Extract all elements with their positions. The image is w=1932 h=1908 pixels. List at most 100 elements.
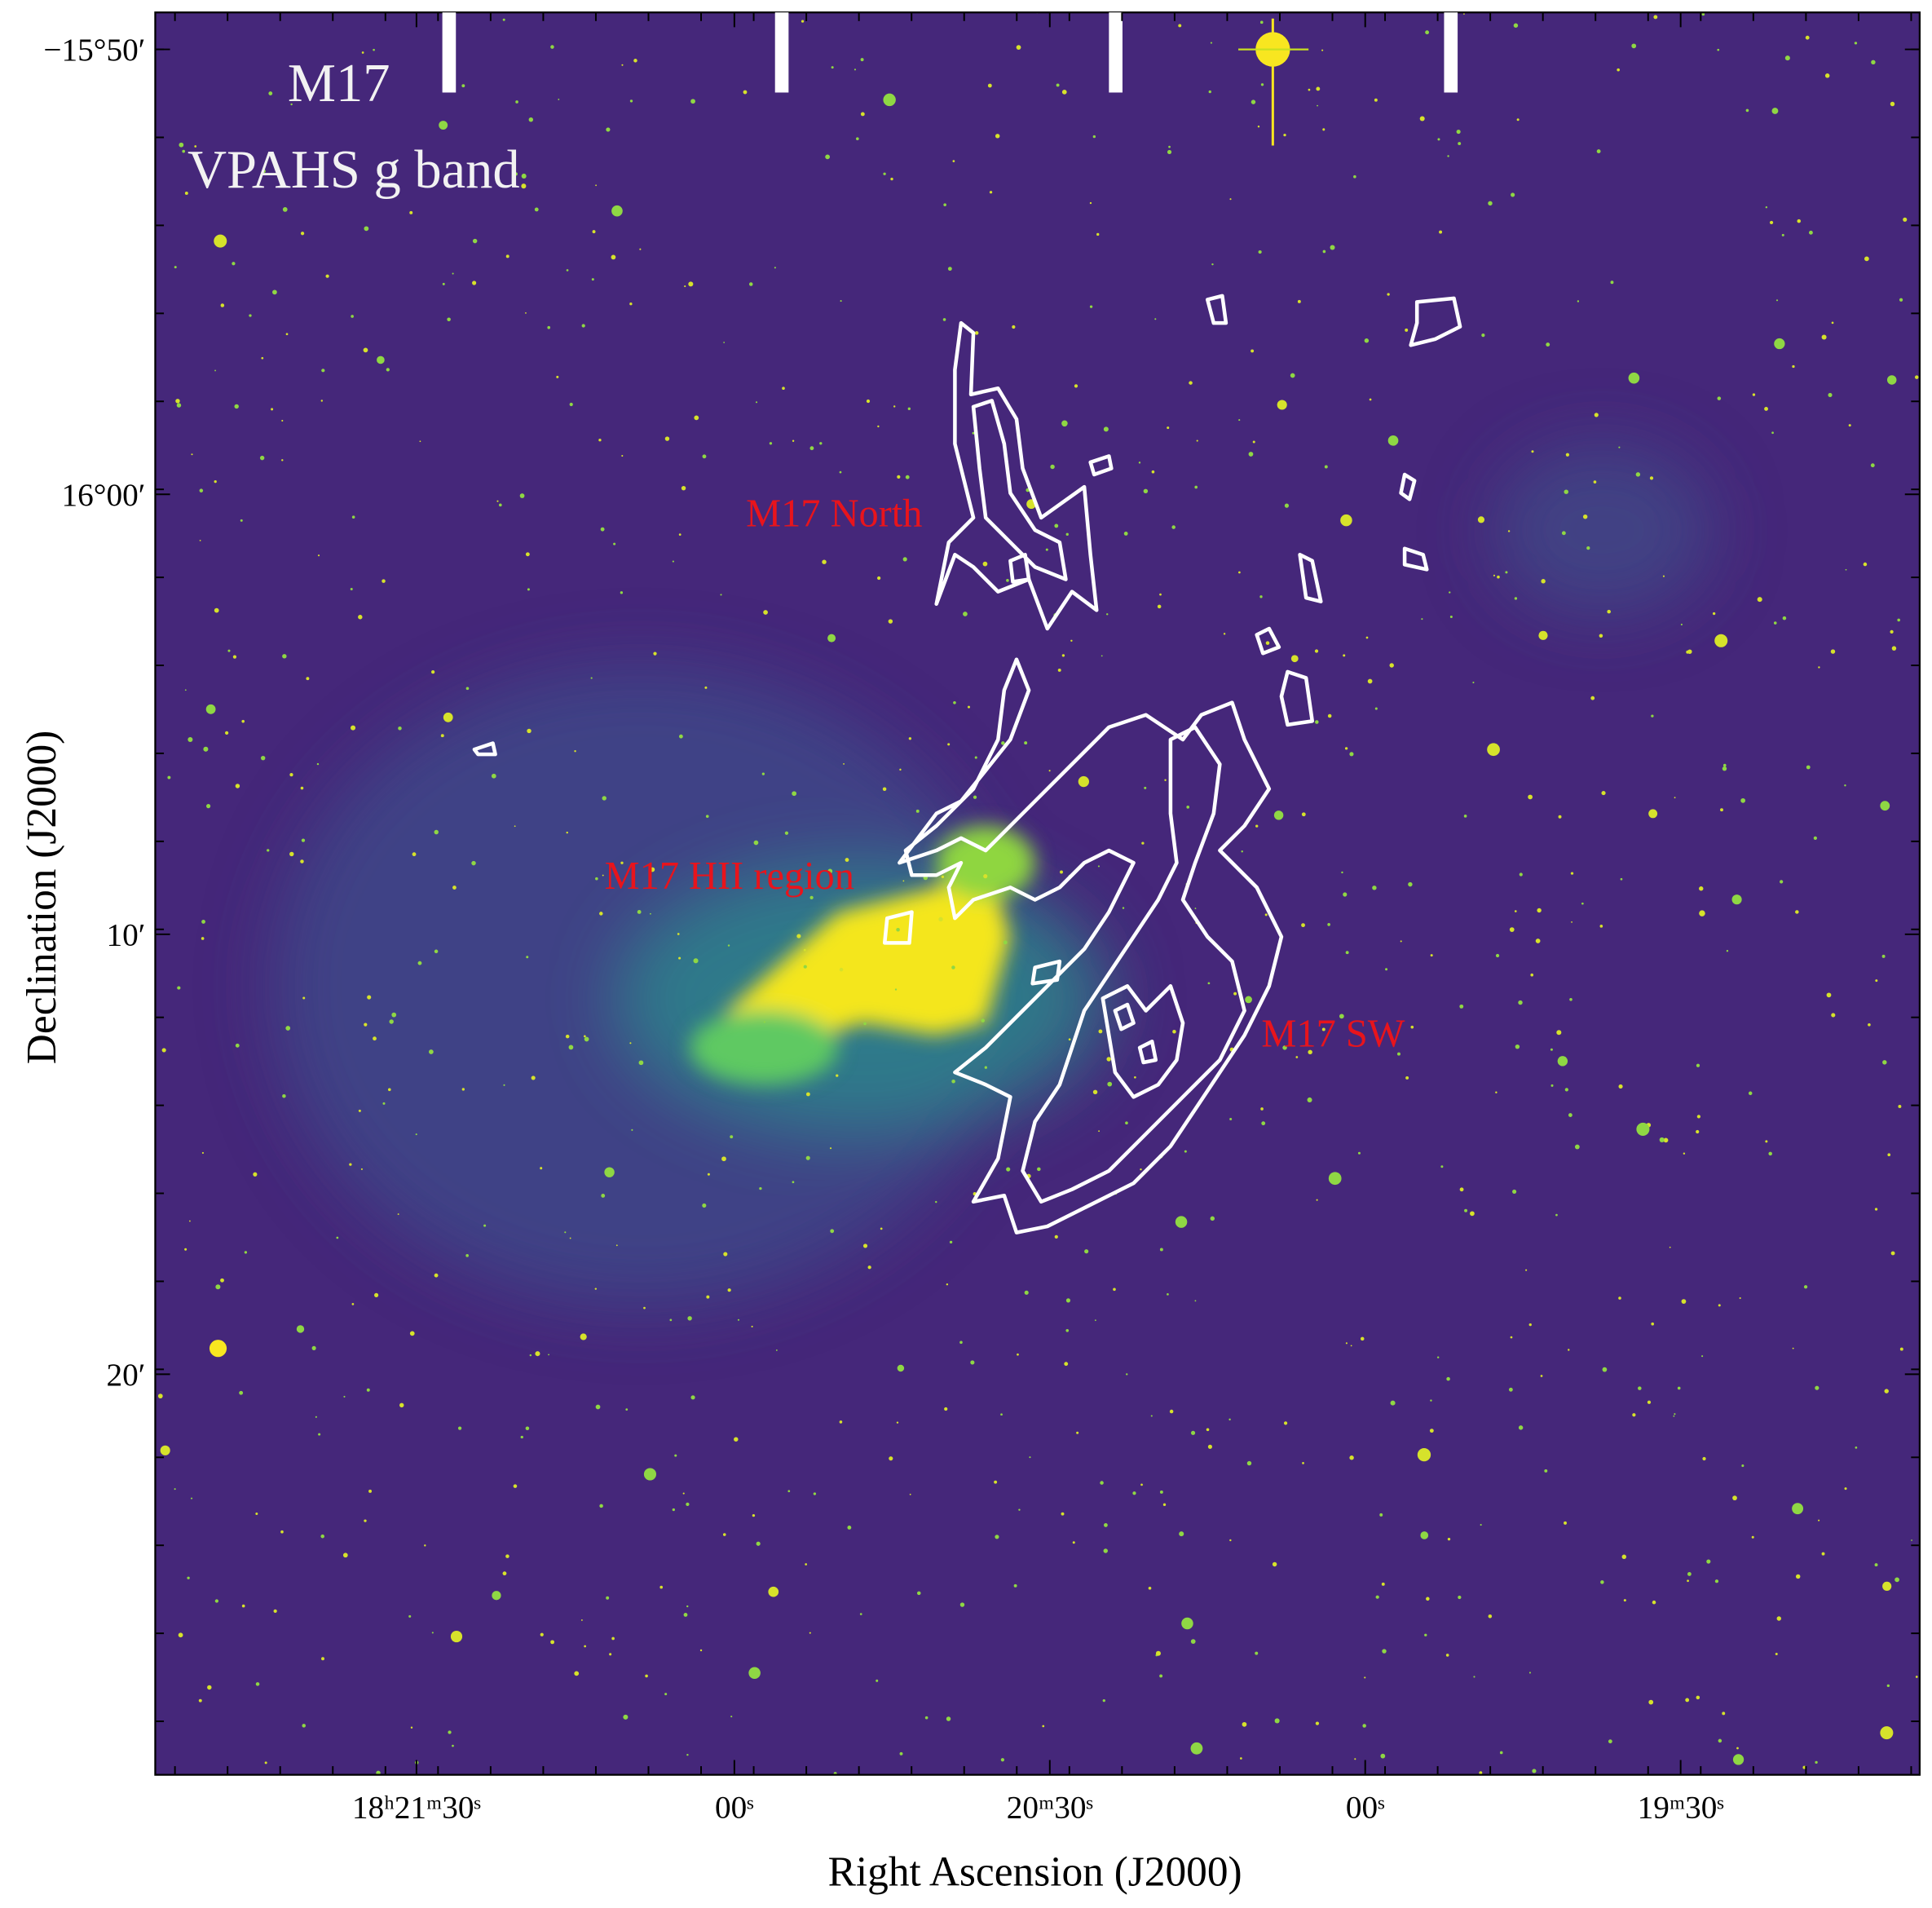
star bbox=[620, 861, 624, 864]
star bbox=[201, 919, 205, 924]
star bbox=[860, 112, 865, 117]
star bbox=[1636, 1122, 1650, 1136]
star bbox=[1000, 1758, 1005, 1762]
star bbox=[784, 831, 789, 835]
star bbox=[253, 1172, 258, 1177]
star bbox=[521, 183, 527, 189]
star bbox=[1143, 488, 1149, 494]
star bbox=[526, 956, 529, 959]
star bbox=[1297, 299, 1301, 303]
star bbox=[643, 1468, 657, 1481]
star bbox=[1528, 1323, 1532, 1327]
star bbox=[1528, 1672, 1532, 1674]
star bbox=[1564, 1088, 1568, 1092]
star bbox=[191, 453, 193, 456]
star bbox=[1874, 1208, 1878, 1211]
star bbox=[981, 1018, 985, 1022]
star bbox=[157, 1393, 163, 1399]
star bbox=[595, 184, 598, 187]
star bbox=[569, 1237, 571, 1239]
star bbox=[984, 1066, 987, 1069]
star bbox=[1322, 250, 1326, 254]
star bbox=[1732, 1754, 1745, 1765]
star bbox=[1882, 1060, 1887, 1065]
star bbox=[721, 1156, 726, 1162]
star bbox=[1308, 88, 1311, 91]
star bbox=[534, 207, 539, 212]
star bbox=[1106, 613, 1109, 616]
star bbox=[1481, 333, 1485, 338]
star bbox=[1101, 655, 1103, 657]
star bbox=[1722, 766, 1727, 771]
star bbox=[1446, 1376, 1450, 1381]
star bbox=[1057, 668, 1061, 672]
star bbox=[951, 1080, 955, 1084]
star bbox=[1345, 951, 1349, 955]
star bbox=[1327, 923, 1330, 926]
star bbox=[434, 949, 439, 954]
star bbox=[1154, 318, 1157, 320]
star bbox=[220, 1278, 224, 1283]
star bbox=[973, 795, 977, 799]
star bbox=[280, 1530, 284, 1534]
star bbox=[1638, 1386, 1642, 1390]
star bbox=[774, 267, 776, 269]
star bbox=[520, 1435, 523, 1439]
star bbox=[184, 191, 188, 195]
star bbox=[1277, 400, 1287, 410]
star bbox=[1122, 907, 1125, 909]
star bbox=[349, 1163, 352, 1166]
star bbox=[1134, 1075, 1136, 1079]
star bbox=[827, 634, 836, 643]
star bbox=[699, 1649, 703, 1652]
star bbox=[1845, 568, 1847, 571]
star bbox=[809, 895, 814, 900]
star bbox=[428, 1049, 434, 1054]
star bbox=[1184, 1150, 1187, 1153]
star bbox=[194, 145, 197, 148]
star bbox=[1389, 663, 1394, 668]
star bbox=[374, 1292, 379, 1297]
star bbox=[1732, 1495, 1737, 1501]
star bbox=[1731, 894, 1742, 905]
star bbox=[367, 995, 372, 1000]
star bbox=[1680, 623, 1683, 626]
star bbox=[1558, 815, 1562, 819]
star bbox=[1797, 219, 1802, 223]
star bbox=[947, 267, 952, 272]
star bbox=[1343, 892, 1348, 897]
star bbox=[1495, 953, 1500, 958]
star bbox=[1157, 604, 1162, 609]
star bbox=[629, 303, 633, 306]
star bbox=[1229, 198, 1232, 201]
star bbox=[1054, 523, 1059, 528]
star bbox=[527, 728, 532, 734]
star bbox=[1076, 1431, 1079, 1434]
star bbox=[702, 1203, 707, 1208]
star bbox=[1751, 1535, 1754, 1539]
star bbox=[1745, 108, 1749, 113]
star bbox=[1167, 1292, 1169, 1296]
star bbox=[1364, 338, 1370, 343]
star bbox=[1565, 453, 1570, 457]
star bbox=[1343, 654, 1346, 657]
star bbox=[681, 485, 686, 491]
star bbox=[1140, 1483, 1143, 1486]
star bbox=[768, 1586, 779, 1597]
star bbox=[1880, 801, 1890, 811]
star bbox=[755, 401, 758, 404]
star bbox=[909, 1493, 911, 1495]
star bbox=[176, 403, 182, 408]
star bbox=[505, 1554, 509, 1558]
star bbox=[1061, 89, 1067, 95]
star bbox=[525, 552, 530, 557]
star bbox=[595, 877, 598, 881]
star bbox=[1569, 997, 1573, 1001]
band-label: VPAHS g band bbox=[187, 140, 520, 200]
star bbox=[285, 1026, 291, 1031]
star bbox=[1618, 1296, 1621, 1300]
star bbox=[1712, 612, 1716, 616]
star bbox=[1162, 1503, 1167, 1506]
star bbox=[629, 99, 633, 103]
star bbox=[1144, 786, 1147, 789]
